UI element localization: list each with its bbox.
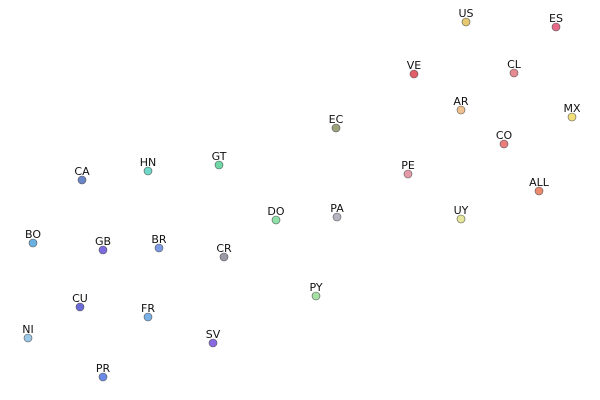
data-point-sv: SV [206, 328, 221, 348]
data-point-ec: EC [329, 113, 344, 133]
point-marker [98, 372, 108, 382]
data-point-mx: MX [563, 102, 581, 122]
point-marker [456, 214, 466, 224]
point-label: CR [216, 242, 232, 255]
point-marker [409, 69, 419, 79]
point-marker [28, 238, 38, 248]
data-point-gb: GB [95, 235, 111, 255]
point-label: AR [453, 95, 469, 108]
point-label: DO [267, 205, 284, 218]
point-marker [403, 169, 413, 179]
data-point-cl: CL [507, 58, 522, 78]
point-label: BO [25, 228, 41, 241]
point-label: MX [563, 102, 580, 115]
data-point-pr: PR [96, 362, 111, 382]
point-label: CA [74, 165, 90, 178]
point-label: UY [454, 204, 469, 217]
point-marker [509, 68, 519, 78]
point-marker [98, 245, 108, 255]
point-marker [311, 291, 321, 301]
data-point-pe: PE [401, 159, 415, 179]
data-point-ca: CA [74, 165, 90, 185]
point-marker [208, 338, 218, 348]
point-label: CL [507, 58, 522, 71]
data-point-es: ES [549, 12, 563, 32]
data-point-uy: UY [454, 204, 469, 224]
data-point-cr: CR [216, 242, 232, 262]
point-marker [332, 212, 342, 222]
data-point-ve: VE [407, 59, 422, 79]
data-point-hn: HN [140, 156, 157, 176]
point-label: PE [401, 159, 415, 172]
point-marker [567, 112, 577, 122]
data-point-ar: AR [453, 95, 469, 115]
data-point-fr: FR [141, 302, 155, 322]
point-label: GB [95, 235, 111, 248]
point-marker [219, 252, 229, 262]
point-label: US [458, 7, 473, 20]
data-point-co: CO [496, 129, 513, 149]
point-marker [331, 123, 341, 133]
point-label: PA [330, 202, 344, 215]
data-point-py: PY [309, 281, 323, 301]
point-marker [214, 160, 224, 170]
data-point-ni: NI [22, 323, 34, 343]
data-point-all: ALL [529, 176, 550, 196]
point-label: VE [407, 59, 422, 72]
point-marker [143, 312, 153, 322]
point-marker [23, 333, 33, 343]
point-label: HN [140, 156, 157, 169]
data-point-us: US [458, 7, 474, 27]
data-point-do: DO [267, 205, 285, 225]
point-marker [551, 22, 561, 32]
point-label: PR [96, 362, 111, 375]
point-label: BR [151, 233, 167, 246]
point-label: ALL [529, 176, 550, 189]
point-marker [456, 105, 466, 115]
point-label: CU [72, 292, 88, 305]
point-label: PY [309, 281, 322, 294]
data-point-bo: BO [25, 228, 41, 248]
point-label: NI [22, 323, 33, 336]
point-label: ES [549, 12, 563, 25]
data-point-gt: GT [212, 150, 227, 170]
point-marker [143, 166, 153, 176]
data-point-pa: PA [330, 202, 344, 222]
point-marker [77, 175, 87, 185]
point-label: GT [212, 150, 227, 163]
point-marker [499, 139, 509, 149]
point-label: CO [496, 129, 513, 142]
point-label: EC [329, 113, 344, 126]
data-point-cu: CU [72, 292, 88, 312]
point-label: SV [206, 328, 221, 341]
point-marker [75, 302, 85, 312]
point-marker [154, 243, 164, 253]
data-point-br: BR [151, 233, 167, 253]
point-label: FR [141, 302, 155, 315]
point-marker [271, 215, 281, 225]
point-marker [461, 17, 471, 27]
point-marker [534, 186, 544, 196]
